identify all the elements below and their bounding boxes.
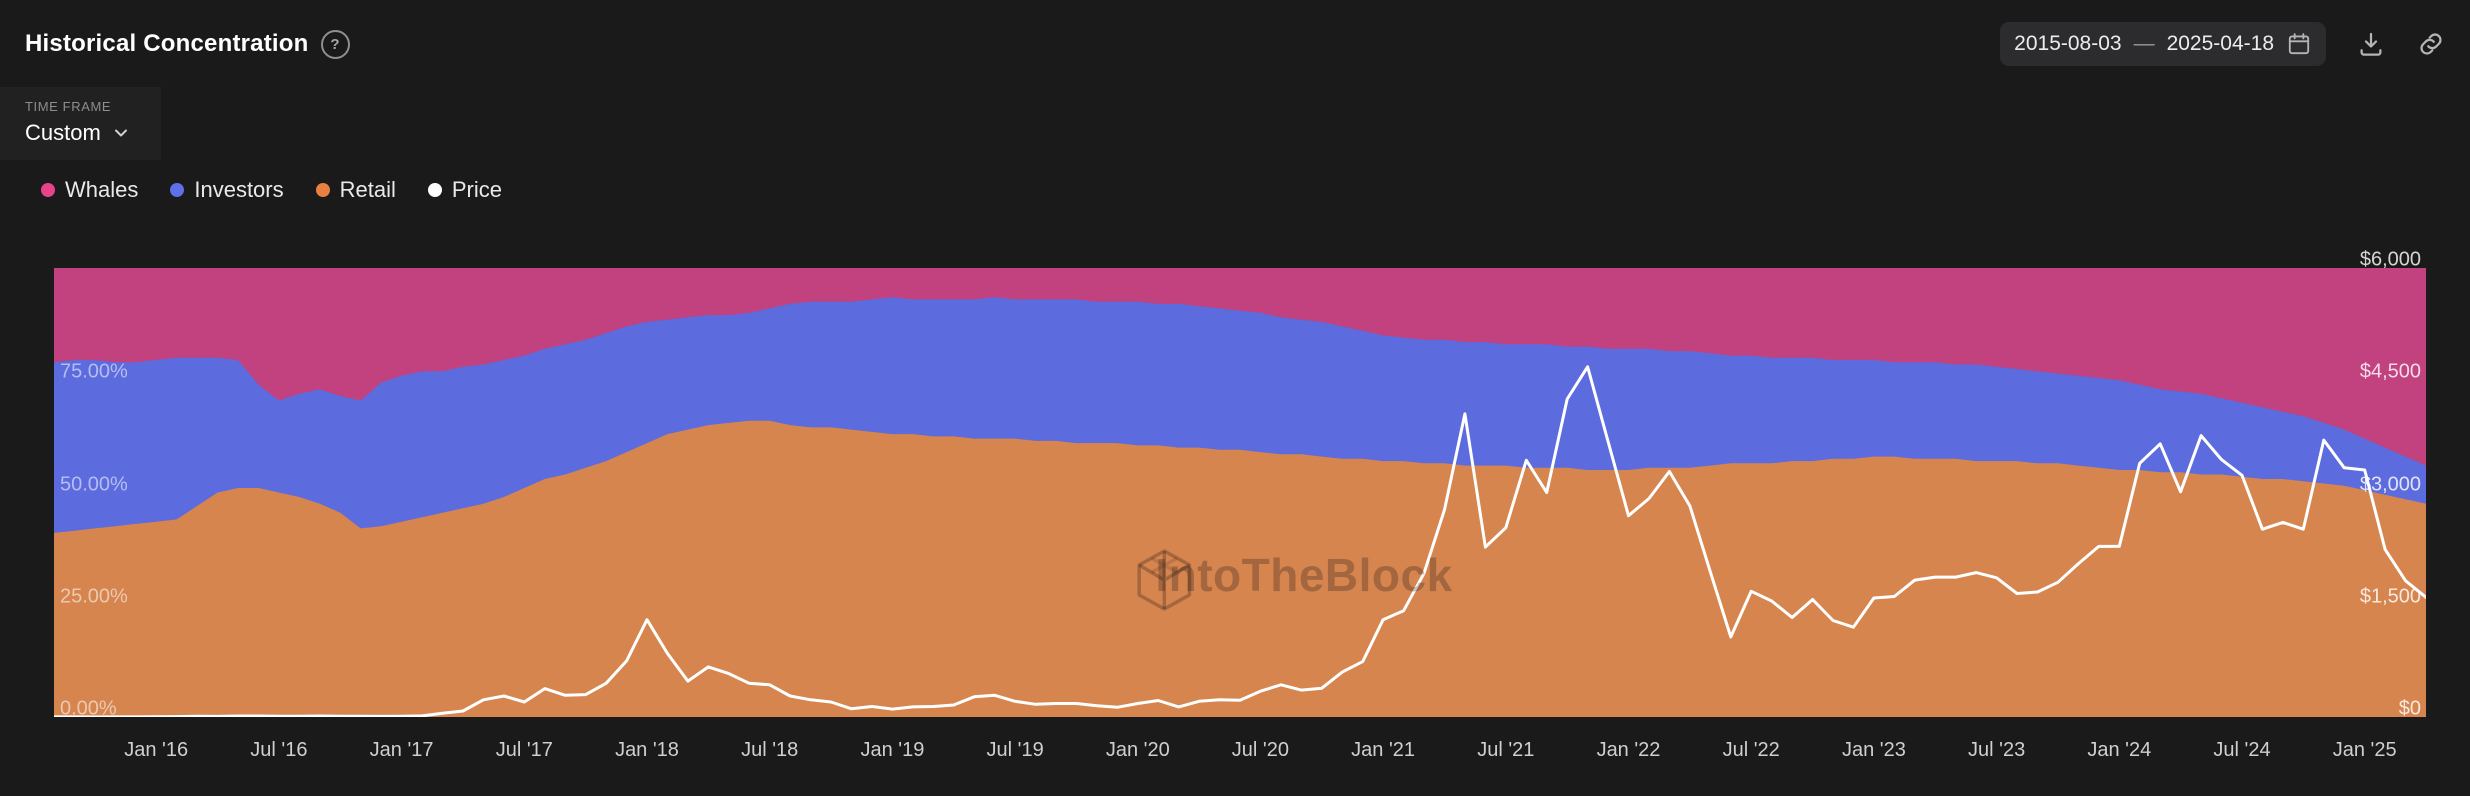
whales-dot-icon <box>41 183 55 197</box>
chart-header: Historical Concentration ? 2015-08-03 — … <box>0 0 2470 72</box>
header-left: Historical Concentration ? <box>25 29 350 59</box>
x-axis-label: Jan '25 <box>2332 739 2397 761</box>
download-button[interactable] <box>2356 29 2386 59</box>
timeframe-dropdown[interactable]: Custom <box>25 120 131 146</box>
x-axis-label: Jul '19 <box>986 739 1044 761</box>
x-axis-label: Jul '18 <box>741 739 799 761</box>
help-icon[interactable]: ? <box>320 29 350 59</box>
investors-dot-icon <box>170 183 185 197</box>
legend-item-retail[interactable]: Retail <box>315 177 396 203</box>
x-axis-label: Jul '17 <box>495 739 553 761</box>
x-axis-label: Jan '24 <box>2087 739 2152 761</box>
x-axis-label: Jan '22 <box>1596 739 1661 761</box>
x-axis-label: Jan '19 <box>860 739 925 761</box>
legend-label-investors: Investors <box>194 177 284 202</box>
download-icon <box>2356 29 2386 59</box>
x-axis-label: Jul '22 <box>1722 739 1780 761</box>
timeframe-selector[interactable]: TIME FRAME Custom <box>0 87 161 160</box>
date-range-picker[interactable]: 2015-08-03 — 2025-04-18 <box>2000 22 2326 66</box>
x-axis-label: Jul '20 <box>1231 739 1289 761</box>
x-axis-label: Jan '23 <box>1841 739 1906 761</box>
date-end: 2025-04-18 <box>2166 32 2274 55</box>
retail-area <box>54 420 2426 717</box>
x-axis: Jan '16 Jul '16 Jan '17 Jul '17 Jan '18 Jul '… <box>54 717 2426 767</box>
legend-item-investors[interactable]: Investors <box>170 177 284 203</box>
date-separator: — <box>2133 32 2155 55</box>
plot-region: 0.00% 25.00% 50.00% 75.00% $0 $1,500 $3,000 $4… <box>54 249 2426 761</box>
date-start: 2015-08-03 <box>2014 32 2122 55</box>
link-icon <box>2416 29 2446 59</box>
x-axis-label: Jan '18 <box>615 739 679 761</box>
calendar-icon <box>2286 31 2312 57</box>
header-controls: 2015-08-03 — 2025-04-18 <box>2000 22 2446 66</box>
x-axis-label: Jul '21 <box>1477 739 1535 761</box>
x-axis-label: Jan '16 <box>124 739 189 761</box>
x-axis-label: Jul '23 <box>1968 739 2026 761</box>
legend-item-price[interactable]: Price <box>427 177 502 203</box>
legend: Whales Investors Retail Price <box>41 177 502 203</box>
timeframe-label: TIME FRAME <box>25 99 112 114</box>
chevron-down-icon <box>111 123 131 143</box>
legend-label-price: Price <box>451 177 502 202</box>
stacked-area-plot <box>54 268 2426 717</box>
x-axis-label: Jan '21 <box>1351 739 1416 761</box>
x-axis-label: Jul '16 <box>250 739 308 761</box>
legend-label-whales: Whales <box>65 177 139 202</box>
x-axis-label: Jul '24 <box>2213 739 2271 761</box>
retail-dot-icon <box>315 183 330 197</box>
x-axis-label: Jan '20 <box>1105 739 1170 761</box>
x-axis-label: Jan '17 <box>369 739 434 761</box>
timeframe-value: Custom <box>25 120 101 145</box>
page-title: Historical Concentration <box>25 30 309 57</box>
price-dot-icon <box>427 183 442 197</box>
price-line <box>54 365 2426 717</box>
legend-item-whales[interactable]: Whales <box>41 177 138 203</box>
legend-label-retail: Retail <box>339 177 396 202</box>
share-link-button[interactable] <box>2416 29 2446 59</box>
concentration-chart[interactable]: 0.00% 25.00% 50.00% 75.00% $0 $1,500 $3,000 $4… <box>0 249 2470 788</box>
